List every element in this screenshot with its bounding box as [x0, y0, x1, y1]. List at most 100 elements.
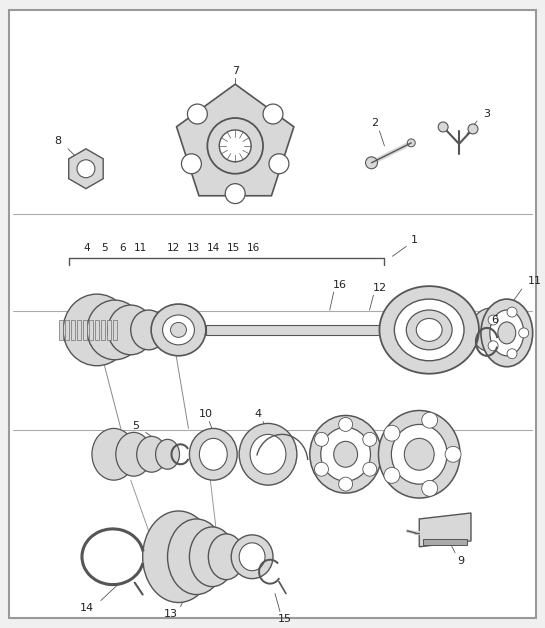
Ellipse shape [63, 294, 131, 365]
Circle shape [488, 341, 498, 351]
Ellipse shape [239, 543, 265, 571]
Circle shape [468, 124, 478, 134]
Text: 9: 9 [457, 556, 464, 566]
Ellipse shape [239, 423, 297, 485]
Circle shape [366, 157, 378, 169]
Ellipse shape [310, 416, 381, 493]
Circle shape [225, 183, 245, 203]
Ellipse shape [92, 428, 136, 480]
Text: 7: 7 [232, 66, 239, 76]
Ellipse shape [471, 308, 511, 352]
Text: 11: 11 [134, 243, 147, 253]
Ellipse shape [416, 318, 442, 342]
Text: 4: 4 [255, 409, 262, 420]
Text: 5: 5 [132, 421, 139, 431]
Text: 1: 1 [411, 236, 418, 246]
FancyBboxPatch shape [83, 320, 87, 340]
Ellipse shape [404, 438, 434, 470]
Ellipse shape [231, 535, 273, 578]
Circle shape [407, 139, 415, 147]
Text: 12: 12 [167, 243, 180, 253]
Text: 12: 12 [372, 283, 386, 293]
Circle shape [384, 425, 400, 441]
Ellipse shape [250, 435, 286, 474]
Circle shape [519, 328, 529, 338]
Polygon shape [69, 149, 86, 169]
Circle shape [181, 154, 201, 174]
Circle shape [269, 154, 289, 174]
Circle shape [445, 447, 461, 462]
Ellipse shape [391, 425, 447, 484]
Text: 14: 14 [207, 243, 220, 253]
Text: 16: 16 [332, 280, 347, 290]
Text: 14: 14 [80, 604, 94, 614]
FancyBboxPatch shape [107, 320, 111, 340]
Text: 6: 6 [119, 243, 126, 253]
Polygon shape [177, 84, 294, 196]
FancyBboxPatch shape [423, 539, 467, 545]
Ellipse shape [167, 519, 225, 595]
Ellipse shape [489, 312, 520, 348]
Ellipse shape [395, 299, 464, 360]
Text: 6: 6 [492, 315, 498, 325]
Ellipse shape [208, 534, 244, 580]
FancyBboxPatch shape [207, 325, 395, 335]
Ellipse shape [87, 300, 143, 360]
Text: 16: 16 [246, 243, 260, 253]
Ellipse shape [190, 527, 235, 587]
Ellipse shape [162, 315, 195, 345]
FancyBboxPatch shape [77, 320, 81, 340]
Ellipse shape [504, 315, 530, 345]
FancyBboxPatch shape [9, 9, 536, 619]
Polygon shape [69, 169, 86, 188]
Ellipse shape [190, 428, 237, 480]
FancyBboxPatch shape [89, 320, 93, 340]
Text: 15: 15 [227, 243, 240, 253]
Circle shape [187, 104, 207, 124]
Circle shape [422, 480, 438, 496]
Ellipse shape [116, 433, 152, 476]
Ellipse shape [143, 511, 214, 602]
Circle shape [207, 118, 263, 174]
Polygon shape [69, 149, 103, 188]
Ellipse shape [199, 438, 227, 470]
Ellipse shape [407, 310, 452, 350]
Circle shape [77, 160, 95, 178]
FancyBboxPatch shape [71, 320, 75, 340]
Text: 11: 11 [528, 276, 542, 286]
FancyBboxPatch shape [95, 320, 99, 340]
Text: 13: 13 [187, 243, 200, 253]
Text: 13: 13 [164, 609, 178, 619]
Ellipse shape [498, 322, 516, 344]
Circle shape [507, 307, 517, 317]
Circle shape [219, 130, 251, 162]
Circle shape [363, 462, 377, 476]
FancyBboxPatch shape [59, 320, 63, 340]
Circle shape [263, 104, 283, 124]
Circle shape [314, 433, 329, 447]
Text: 5: 5 [101, 243, 108, 253]
Ellipse shape [137, 436, 167, 472]
Text: 4: 4 [83, 243, 90, 253]
Ellipse shape [378, 411, 460, 498]
Circle shape [314, 462, 329, 476]
Ellipse shape [334, 441, 358, 467]
Polygon shape [86, 149, 103, 169]
Polygon shape [69, 159, 86, 179]
Circle shape [384, 467, 400, 484]
Ellipse shape [379, 286, 479, 374]
Ellipse shape [108, 305, 154, 355]
Ellipse shape [171, 322, 186, 337]
Text: 8: 8 [54, 136, 62, 146]
Ellipse shape [151, 304, 206, 356]
Circle shape [422, 412, 438, 428]
Text: 10: 10 [198, 409, 213, 420]
Ellipse shape [156, 440, 179, 469]
Text: 2: 2 [371, 118, 378, 128]
Circle shape [438, 122, 448, 132]
Circle shape [507, 349, 517, 359]
FancyBboxPatch shape [65, 320, 69, 340]
FancyBboxPatch shape [113, 320, 117, 340]
Circle shape [488, 315, 498, 325]
Ellipse shape [321, 428, 371, 481]
